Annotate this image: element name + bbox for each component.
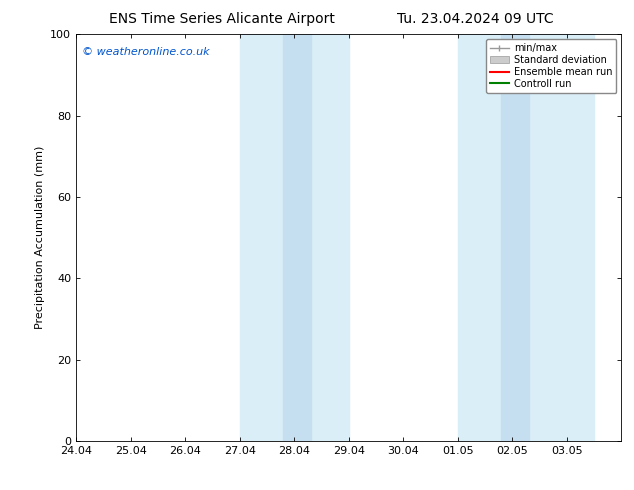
Text: © weatheronline.co.uk: © weatheronline.co.uk [82,47,209,56]
Bar [283,34,311,441]
Y-axis label: Precipitation Accumulation (mm): Precipitation Accumulation (mm) [35,146,44,329]
Bar [240,34,349,441]
Bar [458,34,594,441]
Bar [501,34,529,441]
Legend: min/max, Standard deviation, Ensemble mean run, Controll run: min/max, Standard deviation, Ensemble me… [486,39,616,93]
Text: ENS Time Series Alicante Airport: ENS Time Series Alicante Airport [109,12,335,26]
Text: Tu. 23.04.2024 09 UTC: Tu. 23.04.2024 09 UTC [397,12,554,26]
